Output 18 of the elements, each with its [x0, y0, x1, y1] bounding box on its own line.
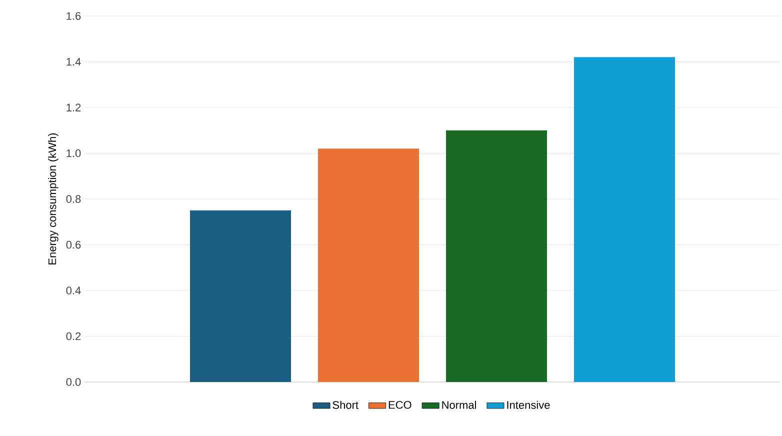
legend-label: ECO — [388, 400, 412, 409]
y-axis-title: Energy consumption (kWh) — [48, 133, 58, 264]
y-tick-label: 0.6 — [66, 240, 81, 249]
y-tick-label: 0.8 — [66, 195, 81, 203]
legend-label: Short — [332, 400, 358, 409]
legend-label: Normal — [442, 400, 476, 409]
y-tick-label: 1.2 — [66, 104, 81, 112]
y-tick-label: 1.0 — [66, 149, 81, 158]
bar — [190, 210, 292, 382]
y-tick-label: 1.4 — [66, 58, 81, 66]
y-tick-label: 0.0 — [66, 378, 81, 386]
y-tick-label: 0.4 — [66, 286, 81, 294]
y-tick-label: 0.2 — [66, 332, 81, 340]
bar — [446, 130, 547, 382]
legend-label: Intensive — [507, 400, 550, 409]
bar — [574, 57, 675, 382]
y-tick-label: 1.6 — [66, 12, 81, 20]
bar — [318, 148, 420, 382]
